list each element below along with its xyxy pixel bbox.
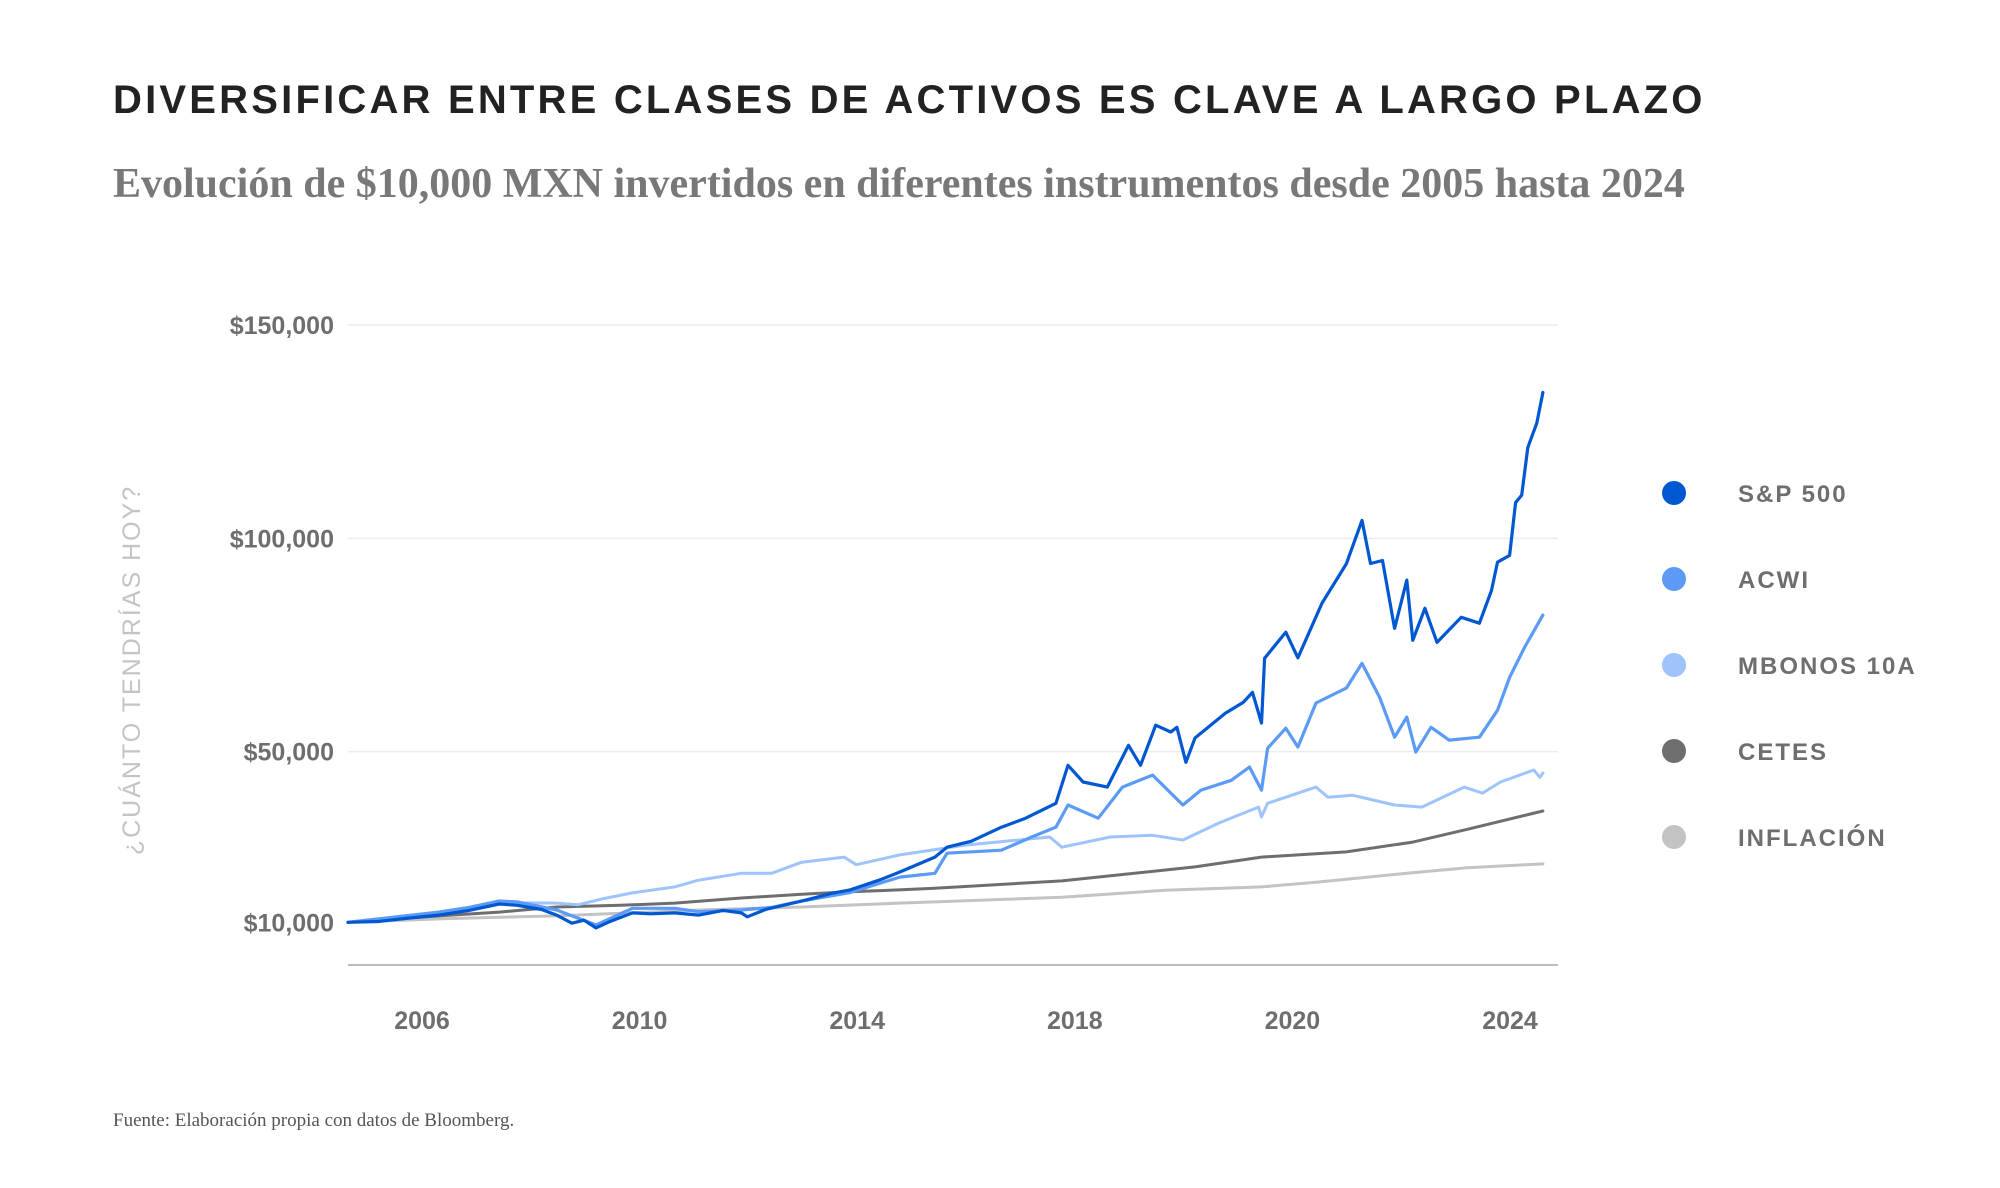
legend-marker [1662, 481, 1686, 505]
legend-marker [1662, 825, 1686, 849]
series-lines [346, 390, 1545, 930]
series-line-acwi [346, 613, 1545, 927]
chart-title: DIVERSIFICAR ENTRE CLASES DE ACTIVOS ES … [113, 78, 1706, 122]
x-tick-label: 2018 [1047, 1007, 1103, 1035]
source-note: Fuente: Elaboración propia con datos de … [113, 1110, 515, 1131]
legend-label: INFLACIÓN [1738, 824, 1887, 852]
legend-marker [1662, 653, 1686, 677]
legend-label: S&P 500 [1738, 481, 1848, 508]
y-tick-label: $50,000 [244, 739, 334, 767]
legend-marker [1662, 567, 1686, 591]
x-tick-label: 2010 [612, 1007, 668, 1035]
x-tick-label: 2014 [829, 1007, 885, 1035]
series-line-inflaci-n [346, 862, 1545, 924]
y-tick-label: $150,000 [230, 312, 334, 340]
legend: S&P 500 ACWI MBONOS 10A CETES INFLACIÓN [1662, 481, 1917, 852]
legend-label: ACWI [1738, 567, 1810, 594]
y-axis-label: ¿CUÁNTO TENDRÍAS HOY? [117, 485, 146, 855]
gridlines [348, 324, 1558, 753]
series-line-s-p-500 [346, 390, 1545, 930]
y-tick-label: $100,000 [230, 525, 334, 553]
legend-label: CETES [1738, 739, 1828, 766]
x-axis-ticks: 2006 2010 2014 2018 2020 2024 [394, 1007, 1538, 1035]
chart-subtitle: Evolución de $10,000 MXN invertidos en d… [113, 161, 1685, 207]
x-tick-label: 2020 [1265, 1007, 1321, 1035]
series-line-mbonos-10a [346, 768, 1545, 924]
legend-label: MBONOS 10A [1738, 653, 1917, 680]
y-tick-label: $10,000 [244, 909, 334, 937]
x-tick-label: 2024 [1482, 1007, 1538, 1035]
legend-marker [1662, 739, 1686, 763]
series-line-cetes [346, 809, 1545, 924]
y-axis-ticks: $10,000 $50,000 $100,000 $150,000 [230, 312, 334, 937]
x-tick-label: 2006 [394, 1007, 450, 1035]
